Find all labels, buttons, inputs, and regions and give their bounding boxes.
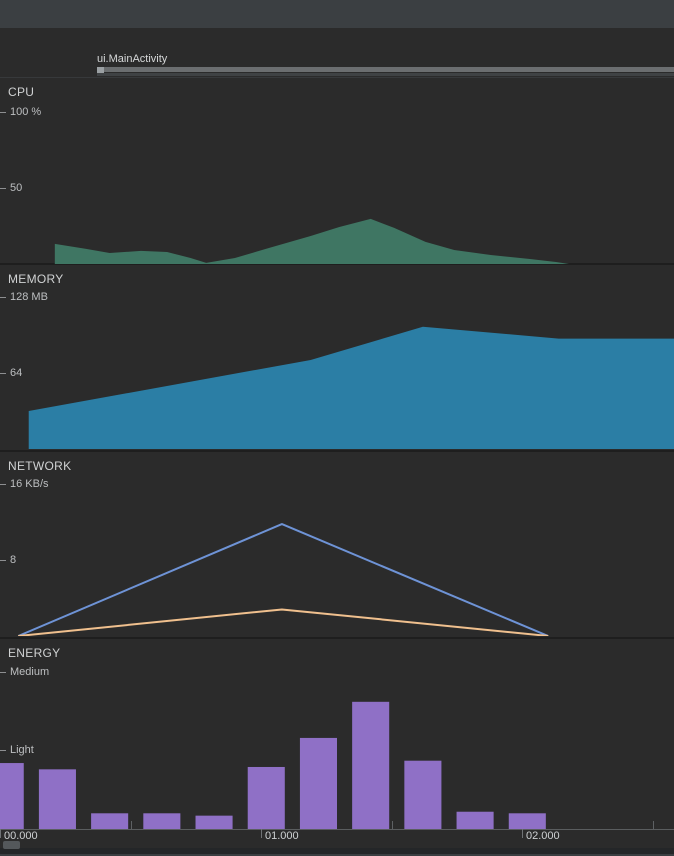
event-track[interactable]: ui.MainActivity bbox=[0, 28, 674, 77]
cpu-section[interactable]: CPU 100 % 50 bbox=[0, 77, 674, 265]
time-label: 01.000 bbox=[265, 830, 299, 842]
network-section[interactable]: NETWORK 16 KB/s 8 bbox=[0, 452, 674, 639]
activity-start-marker bbox=[97, 67, 104, 75]
tick-dash-icon bbox=[0, 296, 6, 298]
bottom-edge bbox=[0, 854, 674, 856]
time-label: 02.000 bbox=[526, 830, 560, 842]
energy-chart[interactable] bbox=[0, 639, 674, 829]
lifecycle-track-bar bbox=[97, 73, 674, 76]
time-tick-minor bbox=[131, 821, 132, 829]
cpu-tick-50: 50 bbox=[0, 182, 22, 194]
time-tick-minor bbox=[392, 821, 393, 829]
tick-dash-icon bbox=[0, 483, 6, 485]
cpu-chart[interactable] bbox=[0, 78, 674, 264]
tick-dash-icon bbox=[0, 749, 6, 751]
tick-dash-icon bbox=[0, 372, 6, 374]
tick-dash-icon bbox=[0, 671, 6, 673]
top-toolbar[interactable] bbox=[0, 0, 674, 28]
activity-label: ui.MainActivity bbox=[97, 53, 168, 65]
cpu-tick-100: 100 % bbox=[0, 106, 41, 118]
memory-section[interactable]: MEMORY 128 MB 64 bbox=[0, 265, 674, 452]
time-tick-major bbox=[261, 829, 262, 838]
time-tick-major bbox=[522, 829, 523, 838]
energy-section-title: ENERGY bbox=[8, 646, 61, 660]
network-tick-8: 8 bbox=[0, 554, 16, 566]
network-section-title: NETWORK bbox=[8, 459, 72, 473]
memory-tick-64: 64 bbox=[0, 367, 22, 379]
memory-tick-128: 128 MB bbox=[0, 291, 48, 303]
time-axis[interactable]: 00.000 01.000 02.000 bbox=[0, 821, 674, 848]
time-label: 00.000 bbox=[4, 830, 38, 842]
memory-section-title: MEMORY bbox=[8, 272, 64, 286]
memory-chart[interactable] bbox=[0, 265, 674, 449]
time-tick-minor bbox=[653, 821, 654, 829]
activity-lifetime-bar[interactable] bbox=[97, 67, 674, 72]
energy-section[interactable]: ENERGY Medium Light bbox=[0, 639, 674, 829]
energy-tick-medium: Medium bbox=[0, 666, 49, 678]
time-axis-line bbox=[0, 829, 674, 830]
tick-dash-icon bbox=[0, 111, 6, 113]
horizontal-scrollbar-thumb[interactable] bbox=[3, 841, 20, 849]
time-tick-major bbox=[0, 829, 1, 838]
bottom-scrollbar-track[interactable] bbox=[0, 848, 674, 856]
network-chart[interactable] bbox=[0, 452, 674, 636]
tick-dash-icon bbox=[0, 187, 6, 189]
network-tick-16: 16 KB/s bbox=[0, 478, 49, 490]
cpu-section-title: CPU bbox=[8, 85, 35, 99]
energy-tick-light: Light bbox=[0, 744, 34, 756]
tick-dash-icon bbox=[0, 559, 6, 561]
